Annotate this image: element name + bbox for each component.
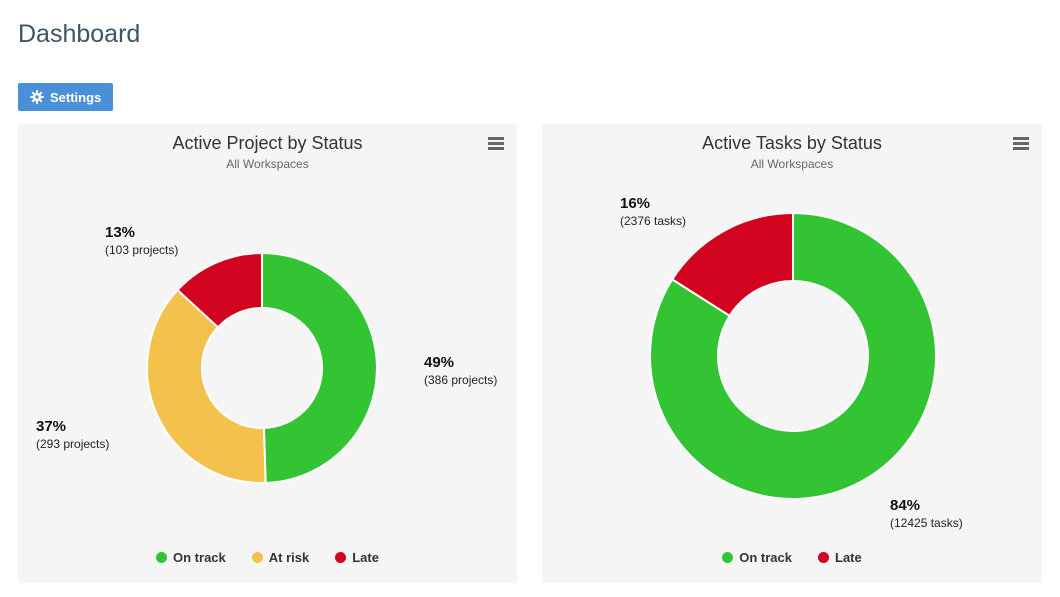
slice-percent: 37% (36, 418, 67, 435)
legend-marker-at-risk (251, 552, 263, 563)
slice-detail: (293 projects) (36, 436, 110, 451)
slice-percent: 49% (424, 354, 455, 371)
donut-slice-on-track[interactable] (261, 252, 378, 484)
slice-percent: 16% (620, 195, 651, 212)
slice-callout-late: 13% (103 projects) (105, 224, 178, 258)
legend-marker-on-track (722, 552, 734, 563)
slice-callout-on-track: 84% (12425 tasks) (890, 497, 963, 531)
donut-slice-at-risk[interactable] (146, 288, 267, 484)
legend-label: At risk (268, 550, 310, 565)
legend-item-late[interactable]: Late (818, 550, 862, 565)
slice-callout-late: 16% (2376 tasks) (620, 195, 686, 229)
chart-legend: On track Late (542, 550, 1042, 565)
legend-item-on-track[interactable]: On track (722, 550, 792, 565)
slice-percent: 84% (890, 497, 921, 514)
legend-marker-late (335, 552, 347, 563)
slice-callout-at-risk: 37% (293 projects) (36, 418, 109, 452)
card-active-tasks-by-status: Active Tasks by Status All Workspaces 16… (542, 124, 1042, 583)
chart-menu-icon[interactable] (488, 137, 504, 150)
page-title: Dashboard (18, 20, 141, 48)
chart-title: Active Tasks by Status (702, 133, 882, 153)
card-active-projects-by-status: Active Project by Status All Workspaces … (18, 124, 517, 583)
legend-item-late[interactable]: Late (335, 550, 379, 565)
legend-item-at-risk[interactable]: At risk (251, 550, 310, 565)
legend-label: On track (173, 550, 226, 565)
chart-subtitle: All Workspaces (750, 157, 834, 171)
slice-percent: 13% (105, 224, 136, 241)
slice-detail: (2376 tasks) (620, 213, 687, 228)
legend-label: Late (835, 550, 862, 565)
legend-label: On track (739, 550, 792, 565)
donut-slice-late[interactable] (671, 212, 794, 317)
slice-detail: (386 projects) (424, 372, 498, 387)
legend-marker-on-track (156, 552, 168, 563)
chart-title: Active Project by Status (172, 133, 363, 153)
donut-slice-on-track[interactable] (649, 212, 937, 500)
legend-marker-late (818, 552, 829, 563)
slice-callout-on-track: 49% (386 projects) (424, 354, 497, 388)
donut-chart-tasks (649, 212, 937, 500)
settings-button-label: Settings (50, 89, 102, 105)
gear-icon (30, 90, 44, 104)
legend-label: Late (352, 550, 379, 565)
chart-subtitle: All Workspaces (226, 157, 309, 171)
donut-chart-projects (146, 252, 378, 484)
chart-legend: On track At risk Late (18, 550, 517, 565)
legend-item-on-track[interactable]: On track (156, 550, 226, 565)
chart-menu-icon[interactable] (1013, 137, 1029, 150)
donut-slice-late[interactable] (176, 252, 263, 329)
slice-detail: (12425 tasks) (890, 515, 963, 530)
settings-button[interactable]: Settings (18, 83, 114, 111)
slice-detail: (103 projects) (105, 242, 179, 257)
